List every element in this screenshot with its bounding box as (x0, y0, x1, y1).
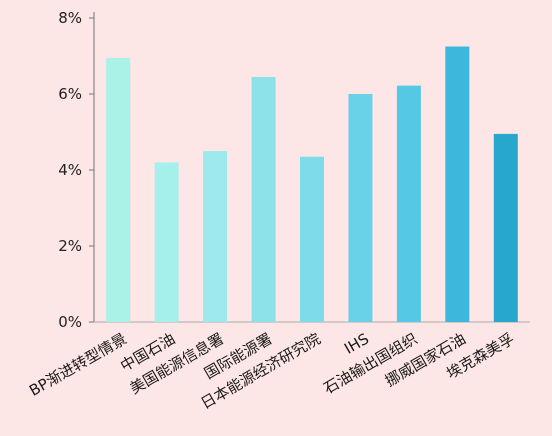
x-tick-label: IHS (341, 330, 372, 358)
bar (251, 76, 276, 323)
bars (106, 46, 518, 323)
bar (445, 46, 470, 322)
y-tick-label: 2% (58, 237, 82, 255)
y-tick-label: 6% (58, 85, 82, 103)
bar (203, 151, 228, 322)
x-tick-label: BP渐进转型情景 (26, 330, 130, 400)
y-tick-label: 8% (58, 9, 82, 27)
y-tick-label: 0% (58, 313, 82, 331)
bar (300, 156, 324, 322)
bar (396, 85, 421, 322)
bar (493, 133, 518, 322)
bar (154, 162, 179, 322)
y-tick-label: 4% (58, 161, 82, 179)
bar (106, 57, 131, 323)
bar (348, 94, 373, 322)
